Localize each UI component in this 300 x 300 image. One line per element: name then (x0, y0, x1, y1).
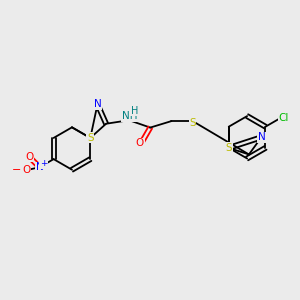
Text: S: S (189, 118, 196, 128)
Text: O: O (136, 139, 144, 148)
Text: NH: NH (122, 111, 137, 122)
Text: O: O (22, 165, 31, 175)
Text: S: S (87, 133, 94, 143)
Text: S: S (226, 143, 232, 153)
Text: N: N (257, 132, 265, 142)
Text: N: N (36, 162, 43, 172)
Text: −: − (12, 165, 22, 175)
Text: +: + (40, 159, 47, 168)
Text: N: N (94, 99, 101, 110)
Text: O: O (25, 152, 33, 162)
Text: H: H (131, 106, 138, 116)
Text: Cl: Cl (278, 113, 288, 123)
